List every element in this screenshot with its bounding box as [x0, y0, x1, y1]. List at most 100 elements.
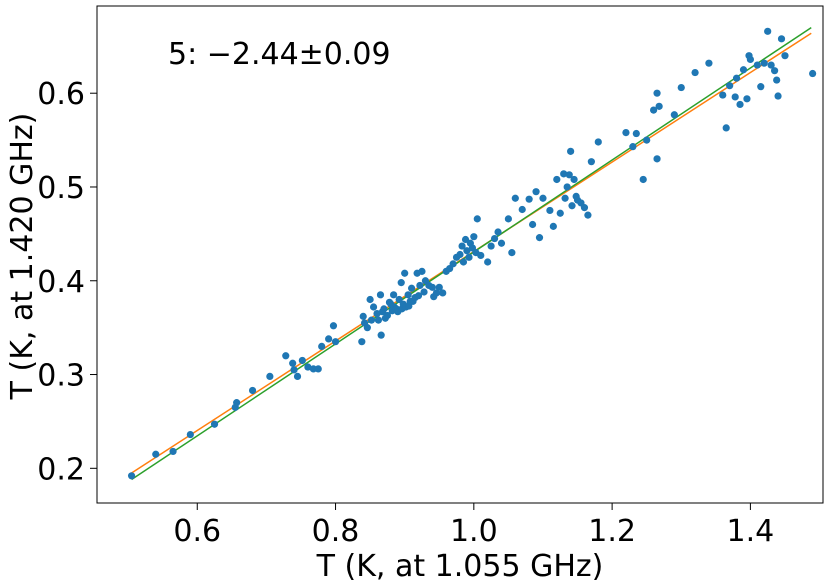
data-point — [331, 338, 340, 346]
data-point — [549, 222, 557, 230]
data-point — [653, 89, 661, 97]
data-point — [746, 55, 755, 64]
data-point — [439, 289, 447, 297]
data-point — [809, 69, 817, 78]
data-point — [580, 204, 589, 212]
data-point — [487, 242, 495, 250]
data-point — [435, 283, 443, 291]
data-point — [470, 233, 478, 241]
data-point — [359, 312, 367, 320]
data-point — [408, 284, 416, 292]
data-point — [568, 202, 576, 210]
data-point — [490, 234, 499, 243]
x-axis-ticks: 0.6 0.8 1.0 1.2 1.4 — [173, 503, 774, 549]
data-point — [629, 143, 637, 151]
data-point — [314, 365, 322, 373]
data-point — [127, 472, 136, 480]
data-point — [639, 175, 647, 184]
data-point — [325, 335, 333, 343]
data-point — [677, 83, 685, 92]
y-tick-label: 0.4 — [37, 265, 85, 300]
data-point — [539, 194, 547, 202]
data-point — [459, 258, 468, 266]
data-point — [458, 242, 466, 250]
data-point — [304, 363, 312, 371]
data-point — [404, 291, 412, 299]
data-point — [363, 324, 371, 332]
data-point — [401, 269, 409, 277]
data-point — [416, 281, 424, 290]
x-axis-label: T (K, at 1.055 GHz) — [316, 549, 604, 584]
data-point — [777, 35, 786, 43]
data-point — [753, 61, 761, 69]
y-tick-label: 0.6 — [37, 77, 85, 112]
data-point — [570, 175, 578, 184]
data-point — [418, 267, 426, 275]
data-point — [561, 194, 569, 202]
x-tick-label: 0.8 — [312, 514, 360, 549]
data-point — [739, 66, 748, 74]
plot-frame — [96, 5, 824, 504]
data-point — [553, 175, 561, 184]
data-point — [248, 386, 257, 395]
data-point — [774, 92, 782, 100]
y-axis-ticks: 0.2 0.3 0.4 0.5 0.6 — [37, 77, 97, 487]
data-point — [529, 220, 537, 229]
data-point — [420, 288, 428, 296]
data-point — [477, 251, 485, 260]
data-point — [731, 93, 739, 101]
data-point — [508, 249, 516, 257]
data-point — [377, 331, 385, 339]
data-point — [210, 420, 219, 428]
data-point — [560, 170, 568, 178]
data-point — [767, 61, 775, 69]
data-point — [719, 91, 727, 99]
data-point — [691, 68, 699, 77]
data-point — [504, 215, 512, 223]
fit-line-green — [131, 26, 812, 481]
data-point — [383, 311, 391, 320]
data-point — [290, 366, 298, 374]
data-point — [622, 128, 630, 137]
x-tick-label: 1.0 — [450, 514, 498, 549]
data-point — [414, 292, 423, 300]
data-point — [655, 102, 663, 110]
y-tick-label: 0.5 — [37, 171, 85, 206]
data-point — [465, 253, 473, 261]
data-point — [369, 303, 378, 311]
data-point — [532, 188, 540, 196]
data-point — [366, 295, 374, 304]
data-point — [722, 124, 730, 132]
data-point — [329, 322, 338, 330]
data-point — [186, 430, 194, 439]
data-point — [587, 158, 595, 166]
data-point — [397, 279, 405, 287]
data-point — [293, 372, 302, 381]
data-point — [518, 205, 526, 214]
data-point — [376, 291, 385, 299]
data-point — [643, 136, 651, 144]
data-point — [732, 74, 741, 82]
data-point — [525, 195, 533, 203]
data-point — [535, 234, 544, 242]
data-point — [289, 359, 297, 367]
data-point — [670, 111, 678, 119]
data-point — [484, 258, 492, 266]
fit-lines — [131, 26, 812, 481]
data-point — [757, 83, 765, 91]
data-point — [461, 235, 470, 244]
data-point — [546, 206, 554, 215]
x-tick-label: 1.2 — [588, 514, 636, 549]
data-point — [594, 138, 602, 146]
x-tick-label: 1.4 — [727, 514, 775, 549]
data-point — [653, 155, 661, 163]
data-point — [449, 260, 457, 268]
data-point — [473, 215, 481, 223]
data-point — [563, 183, 571, 191]
y-tick-label: 0.2 — [37, 452, 85, 487]
data-point — [358, 338, 366, 346]
data-point — [556, 209, 564, 217]
data-point — [367, 316, 376, 324]
data-point — [743, 95, 751, 103]
